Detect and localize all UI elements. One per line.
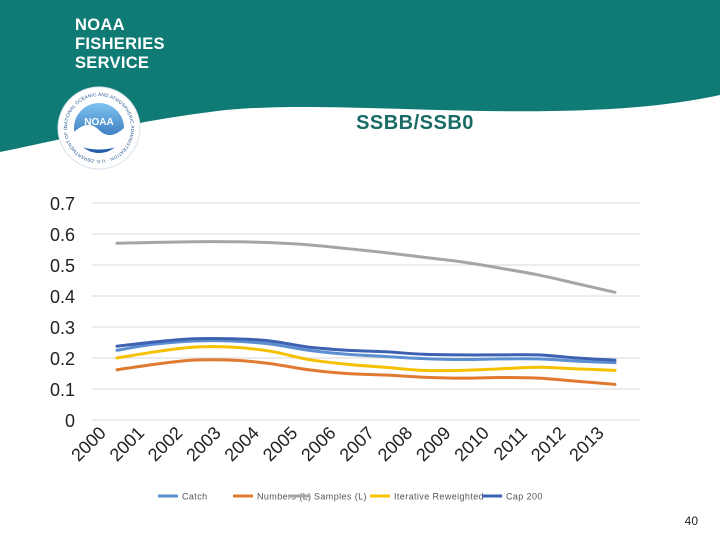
x-tick-label: 2008 [374, 423, 416, 465]
legend-label-cap-200: Cap 200 [506, 492, 543, 502]
y-tick-label: 0.4 [50, 287, 75, 307]
chart-title: SSBB/SSB0 [356, 112, 474, 134]
series-line-iterative-reweighted [115, 345, 617, 373]
series-line-numbers-l [115, 358, 617, 386]
noaa-logo: NATIONAL OCEANIC AND ATMOSPHERIC ADMINIS… [57, 86, 141, 170]
y-tick-label: 0.6 [50, 225, 75, 245]
logo-text: NOAA [84, 117, 113, 128]
agency-name: NOAA FISHERIES SERVICE [75, 16, 165, 72]
legend: Catch Numbers (L) Samples (L) Iterative Rew… [158, 492, 543, 502]
legend-label-iterative-reweighted: Iterative Reweighted [394, 492, 484, 502]
y-tick-label: 0.5 [50, 256, 75, 276]
x-tick-label: 2006 [297, 423, 339, 465]
y-tick-label: 0 [65, 411, 75, 431]
x-tick-label: 2010 [450, 423, 492, 465]
y-tick-label: 0.2 [50, 349, 75, 369]
x-axis-ticks: 2000200120022003200420052006200720082009… [67, 423, 607, 465]
x-tick-label: 2001 [106, 423, 148, 465]
y-tick-label: 0.7 [50, 194, 75, 214]
x-tick-label: 2007 [336, 423, 378, 465]
x-tick-label: 2002 [144, 423, 186, 465]
series-line-samples-l [115, 240, 617, 294]
x-tick-label: 2003 [182, 423, 224, 465]
legend-label-numbers-l: Numbers (L) [257, 492, 311, 502]
legend-label-catch: Catch [182, 492, 208, 502]
x-tick-label: 2009 [412, 423, 454, 465]
series-lines [115, 240, 617, 386]
x-tick-label: 2012 [527, 423, 569, 465]
y-axis-ticks: 0.7 0.6 0.5 0.4 0.3 0.2 0.1 0 [50, 194, 75, 431]
x-tick-label: 2013 [565, 423, 607, 465]
x-tick-label: 2005 [259, 423, 301, 465]
banner-wave-shape [0, 0, 720, 152]
header-banner [0, 0, 720, 152]
logo-bird-wave-icon [74, 124, 124, 150]
x-tick-label: 2004 [221, 423, 263, 465]
gridlines [92, 202, 640, 421]
x-tick-label: 2011 [490, 423, 532, 465]
y-tick-label: 0.3 [50, 318, 75, 338]
y-tick-label: 0.1 [50, 380, 75, 400]
series-line-catch [115, 339, 617, 365]
series-line-cap-200 [115, 336, 617, 362]
legend-label-samples-l: Samples (L) [314, 492, 367, 502]
page-number: 40 [684, 514, 698, 528]
